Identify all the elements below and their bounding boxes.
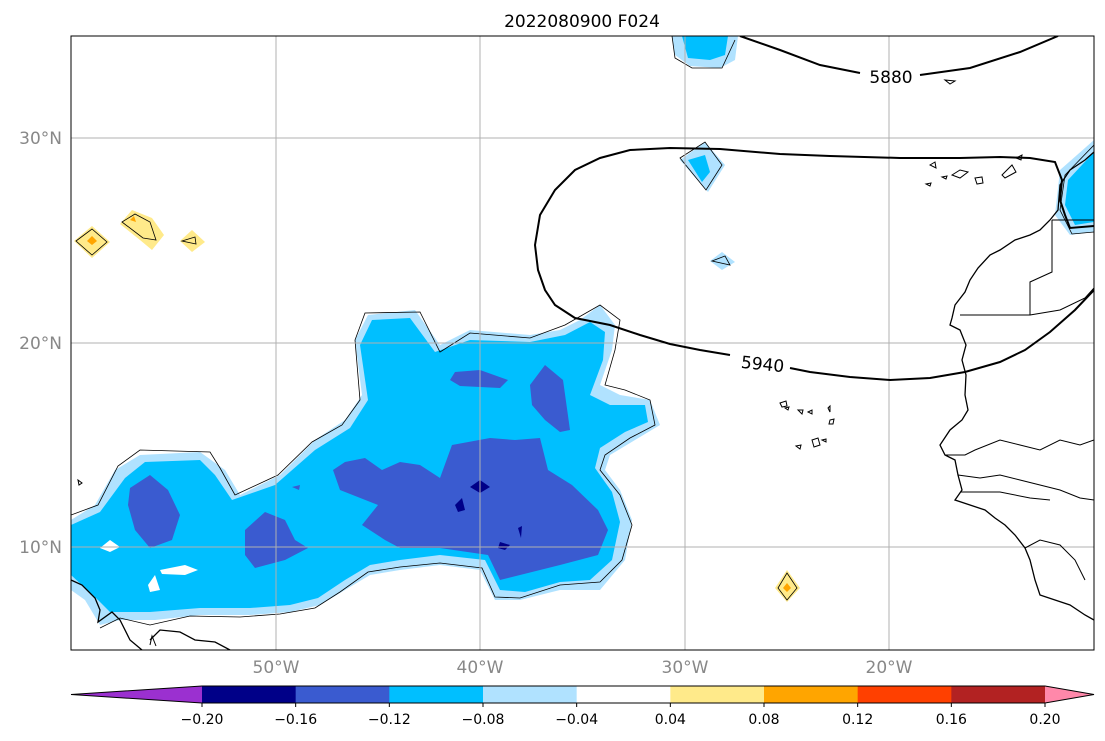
colorbar-segment xyxy=(295,686,390,703)
positive-region-east-outline xyxy=(777,572,798,601)
negative-region-strong-north xyxy=(450,370,508,388)
contour-label-5880: 5880 xyxy=(869,68,912,88)
africa-border-3 xyxy=(1029,287,1094,316)
plot-content: 5880 5940 xyxy=(71,36,1094,650)
positive-region-west-2-core xyxy=(130,216,136,222)
colorbar-segment xyxy=(389,686,484,703)
negative-region-north-mid xyxy=(682,36,728,60)
negative-region-small-north-mid xyxy=(688,155,710,182)
contour-5940 xyxy=(533,146,1094,382)
negative-region-small-north-outline xyxy=(679,141,723,191)
africa-border-7 xyxy=(1024,539,1086,581)
gridlines xyxy=(71,36,1094,650)
africa-border-4 xyxy=(945,439,1094,456)
colorbar-tick-label: 0.12 xyxy=(842,712,873,728)
positive-region-west-2-outline xyxy=(121,213,157,241)
south-america-coastline-2 xyxy=(149,629,231,650)
colorbar-tick-label: −0.16 xyxy=(274,712,317,728)
negative-spot-extreme-4 xyxy=(518,526,522,538)
negative-region-hole-2 xyxy=(160,565,198,575)
africa-border-6 xyxy=(960,491,1051,501)
lat-label-10n: 10°N xyxy=(19,538,62,558)
africa-border-2 xyxy=(960,220,1053,316)
negative-region-strong-west xyxy=(128,475,180,548)
colorbar-extend-low xyxy=(71,686,202,703)
south-america-coastline xyxy=(71,579,143,650)
contour-5880 xyxy=(739,36,1059,76)
colorbar-extend-high xyxy=(1045,686,1094,703)
negative-region-tiny-outline xyxy=(710,255,731,266)
colorbar-tick-label: 0.04 xyxy=(655,712,686,728)
lon-label-50w: 50°W xyxy=(253,658,300,678)
colorbar-segment xyxy=(764,686,859,703)
negative-region-northeast-outline xyxy=(1059,144,1094,235)
negative-region-north-outline xyxy=(671,36,736,69)
lat-label-30n: 30°N xyxy=(19,129,62,149)
colorbar-tick-label: −0.20 xyxy=(181,712,224,728)
colorbar-tick-label: −0.08 xyxy=(462,712,505,728)
negative-region-outline xyxy=(71,304,656,629)
positive-region-west-1-core xyxy=(87,236,97,245)
colorbar: −0.20 −0.16 −0.12 −0.08 −0.04 0.04 0.08 0.12 0.1… xyxy=(70,685,1095,728)
negative-region-strong-small xyxy=(292,485,300,490)
lon-label-20w: 20°W xyxy=(866,658,913,678)
positive-region-west-3-outline xyxy=(180,236,197,245)
positive-region-west-1-outline xyxy=(75,228,108,256)
colorbar-tick-label: 0.16 xyxy=(936,712,967,728)
lon-label-30w: 30°W xyxy=(662,658,709,678)
negative-region-tiny xyxy=(710,252,735,270)
colorbar-segment xyxy=(202,686,297,703)
colorbar-segment xyxy=(576,686,671,703)
negative-region-strong-central xyxy=(530,365,570,432)
negative-region-strong-east xyxy=(333,438,608,580)
contour-label-5940: 5940 xyxy=(740,353,785,377)
colorbar-segment xyxy=(951,686,1046,703)
colorbar-tick-label: −0.04 xyxy=(555,712,598,728)
positive-region-west-3 xyxy=(180,230,205,252)
colorbar-segment xyxy=(483,686,578,703)
colorbar-segment xyxy=(857,686,952,703)
colorbar-segment xyxy=(670,686,765,703)
plot-frame xyxy=(70,35,1095,651)
colorbar-tick-label: −0.12 xyxy=(368,712,411,728)
negative-region-hole-3 xyxy=(148,575,160,592)
positive-region-east-core xyxy=(783,583,791,592)
negative-region-northeast-mid xyxy=(1065,152,1094,225)
negative-spot-extreme-2 xyxy=(455,498,465,512)
negative-spot-extreme-3 xyxy=(498,542,510,550)
africa-border-5 xyxy=(957,474,1094,501)
lon-label-40w: 40°W xyxy=(457,658,504,678)
islands xyxy=(77,79,1023,486)
south-america-island xyxy=(149,634,157,647)
negative-region-hole-1 xyxy=(100,540,120,552)
lat-label-20n: 20°N xyxy=(19,334,62,354)
colorbar-tick-label: 0.08 xyxy=(748,712,779,728)
africa-coastline xyxy=(939,151,1094,621)
colorbar-tick-label: 0.20 xyxy=(1029,712,1060,728)
map-title: 2022080900 F024 xyxy=(504,12,660,32)
